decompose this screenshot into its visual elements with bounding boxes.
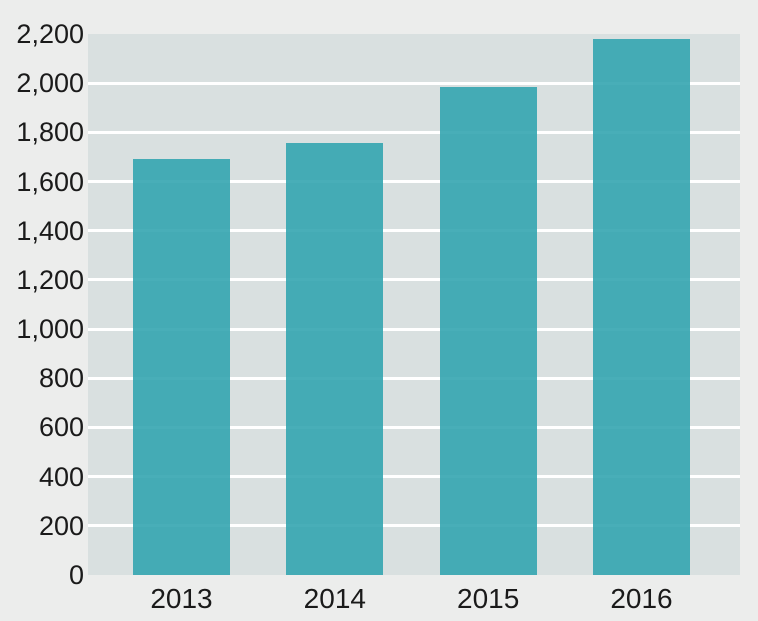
gridline-1400 (88, 229, 740, 233)
x-tick-label: 2013 (150, 583, 213, 614)
y-tick-label: 1,800 (16, 117, 84, 148)
x-tick-label: 2016 (610, 583, 673, 614)
x-tick-label: 2014 (303, 583, 366, 614)
plot-area (88, 34, 740, 575)
gridline-800 (88, 376, 740, 380)
x-tick-label: 2015 (457, 583, 520, 614)
y-tick-label: 1,400 (16, 215, 84, 246)
gridline-1200 (88, 278, 740, 282)
y-tick-label: 400 (38, 461, 84, 492)
y-tick-label: 2,200 (16, 19, 84, 49)
bar-2016 (593, 38, 690, 575)
gridline-1000 (88, 327, 740, 331)
gridline-1600 (88, 180, 740, 184)
y-tick-label: 1,600 (16, 166, 84, 197)
gridline-200 (88, 524, 740, 528)
y-tick-label: 2,000 (16, 68, 84, 99)
y-tick-label: 1,200 (16, 264, 84, 295)
gridline-400 (88, 475, 740, 479)
bar-2015 (439, 86, 537, 575)
gridline-1800 (88, 130, 740, 134)
gridline-2000 (88, 81, 740, 85)
y-tick-label: 1,000 (16, 314, 84, 345)
y-tick-label: 0 (68, 560, 84, 590)
gridline-600 (88, 425, 740, 429)
bar-2014 (286, 143, 384, 575)
bar-2013 (133, 159, 230, 575)
y-tick-label: 800 (38, 363, 84, 394)
y-tick-label: 600 (38, 412, 84, 443)
y-tick-label: 200 (38, 510, 84, 541)
